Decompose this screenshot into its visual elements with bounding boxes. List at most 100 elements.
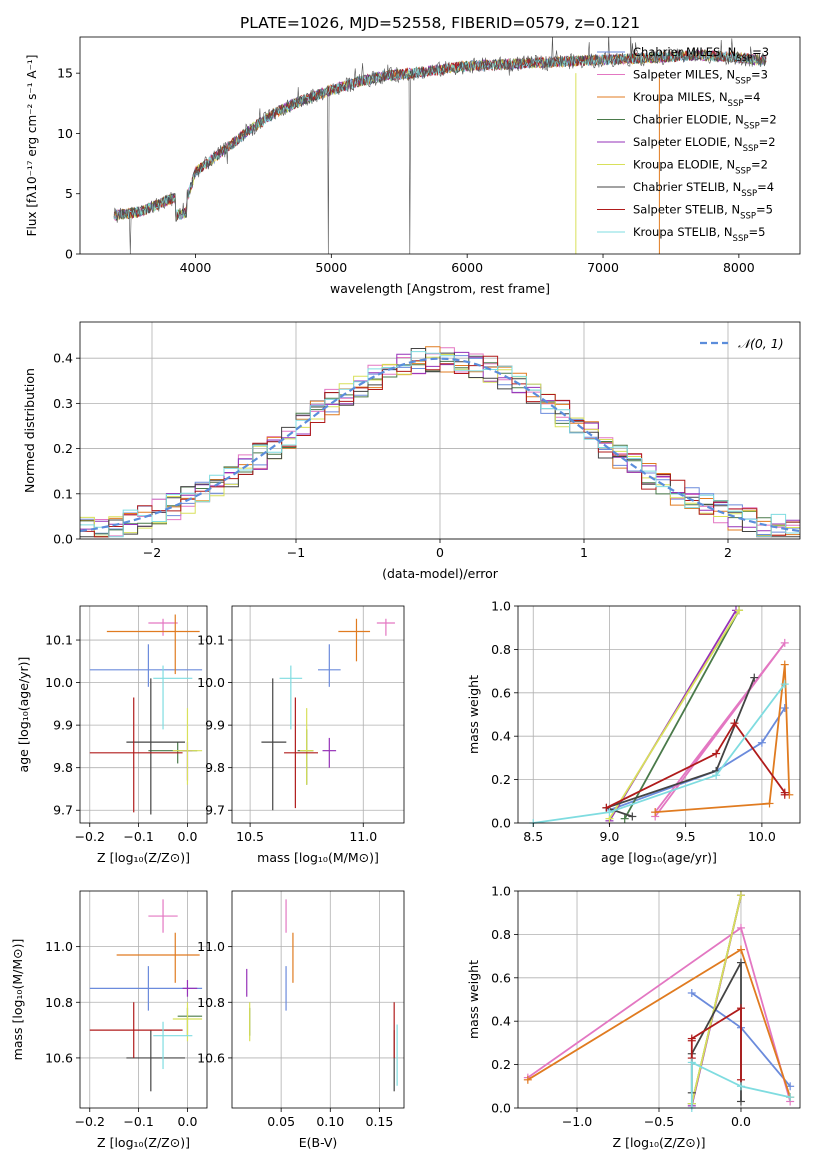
x-tick-label: 8000 [723,260,755,275]
x-tick-label: 9.0 [600,829,620,844]
data-point [322,737,337,768]
y-tick-label: 5 [65,186,73,201]
y-tick-label: 9.7 [205,803,225,818]
y-tick-label: 10.1 [45,633,73,648]
y-axis-label: Flux [fλ10⁻¹⁷ erg cm⁻² s⁻¹ A⁻¹] [25,55,39,237]
histogram-series-8 [80,355,800,538]
y-axis-label: age [log₁₀(age/yr)] [16,657,31,773]
mass_weight_vs_age-frame [517,605,801,824]
y-tick-label: 9.9 [205,718,225,733]
plus-marker [736,1082,745,1091]
legend-label: Salpeter MILES, NSSP=3 [633,68,768,87]
plus-marker [628,812,637,821]
x-axis-label: Z [log₁₀(Z/Z⊙)] [613,1135,706,1150]
legend-label: Chabrier STELIB, NSSP=4 [633,180,774,199]
plus-marker [765,799,774,808]
spectrum-ticks: 4000 5000 6000 7000 8000 0 5 10 15 wavelength [An… [25,55,755,296]
y-tick-label: 10.0 [197,675,225,690]
spectrum-frame [79,36,801,255]
plus-marker [736,945,745,954]
plus-marker [736,958,745,967]
x-axis-label: Z [log₁₀(Z/Z⊙)] [97,850,190,865]
x-tick-label: 10.5 [236,829,264,844]
data-point [89,644,203,687]
plus-marker [736,1004,745,1013]
weight-line-7 [690,962,742,1102]
x-tick-label: −0.2 [75,1114,105,1129]
x-tick-label: −0.1 [123,829,153,844]
mass_vs_Z-frame [79,890,208,1109]
residuals-plot-area [79,346,801,538]
y-tick-label: 1.0 [491,884,511,899]
plus-marker [712,771,721,780]
y-tick-label: 10 [57,126,73,141]
data-point [89,697,183,813]
y-axis-label: mass weight [466,675,481,754]
plus-marker [687,1034,696,1043]
weight-line-4 [623,609,740,820]
plus-marker [786,1093,795,1102]
residuals-frame [79,321,801,540]
y-tick-label: 0.0 [491,816,511,831]
y-tick-label: 10.8 [45,995,73,1010]
x-tick-label: 0 [436,545,444,560]
y-tick-label: 9.8 [53,760,73,775]
mass_weight_vs_age-ticks: 8.5 9.0 9.5 10.0 0.0 0.2 0.4 0.6 0.8 1.0 age [log₁… [466,599,776,866]
y-tick-label: 10.0 [45,675,73,690]
age_vs_mass-ticks: 10.5 11.0 9.7 9.8 9.9 10.0 10.1 mass [log₁₀(M/M… [197,633,379,865]
x-tick-label: −1.0 [562,1114,592,1129]
plus-marker [780,680,789,689]
legend-label: Chabrier ELODIE, NSSP=2 [633,113,777,132]
x-tick-label: −2 [143,545,161,560]
y-tick-label: 0.1 [53,486,73,501]
plus-marker [780,790,789,799]
plus-marker [757,738,766,747]
plus-marker [735,606,744,615]
x-tick-label: 0.15 [366,1114,394,1129]
x-tick-label: 0.0 [178,829,198,844]
age_vs_Z-axes [80,606,207,823]
data-point [172,708,203,785]
data-point [116,932,200,983]
residuals-ticks: −2 −1 0 1 2 0.0 0.1 0.2 0.3 0.4 (data-model)/error… [22,351,732,581]
data-point [297,729,314,785]
plus-marker [780,660,789,669]
legend-label: Salpeter STELIB, NSSP=5 [633,203,773,222]
age_vs_mass-frame [231,605,405,824]
weight-line-6 [690,895,742,1104]
residuals-legend: 𝒩(0, 1) [700,336,784,351]
x-tick-label: 8.5 [523,829,543,844]
observed-spectrum [113,37,767,254]
x-axis-label: Z [log₁₀(Z/Z⊙)] [97,1135,190,1150]
age_vs_Z-ticks: −0.2 −0.1 0.0 9.7 9.8 9.9 10.0 10.1 Z [log₁₀(Z/Z… [16,633,197,865]
data-point [172,1002,203,1042]
data-point [284,697,318,809]
x-tick-label: 9.5 [676,829,696,844]
plus-marker [687,988,696,997]
y-tick-label: 0.6 [491,685,511,700]
weight-line-6 [608,609,740,820]
x-axis-label: age [log₁₀(age/yr)] [601,850,717,865]
age_vs_mass-axes [232,606,404,823]
y-tick-label: 0.2 [491,1057,511,1072]
data-point [376,618,395,636]
y-axis-label: mass [log₁₀(M/M⊙)] [10,939,25,1061]
data-point [299,708,314,785]
x-tick-label: 0.10 [316,1114,344,1129]
data-point [106,614,200,675]
y-tick-label: 9.9 [53,718,73,733]
x-tick-label: 11.0 [349,829,377,844]
x-axis-label: mass [log₁₀(M/M⊙)] [257,850,379,865]
x-tick-label: 2 [724,545,732,560]
x-tick-label: 10.0 [748,829,776,844]
weight-line-3 [655,664,791,813]
plus-marker [712,749,721,758]
data-point [153,1021,193,1070]
y-tick-label: 11.0 [197,939,225,954]
data-point [279,665,303,730]
x-tick-label: −0.2 [75,829,105,844]
legend-label: Kroupa ELODIE, NSSP=2 [633,158,768,177]
y-tick-label: 0 [65,247,73,262]
